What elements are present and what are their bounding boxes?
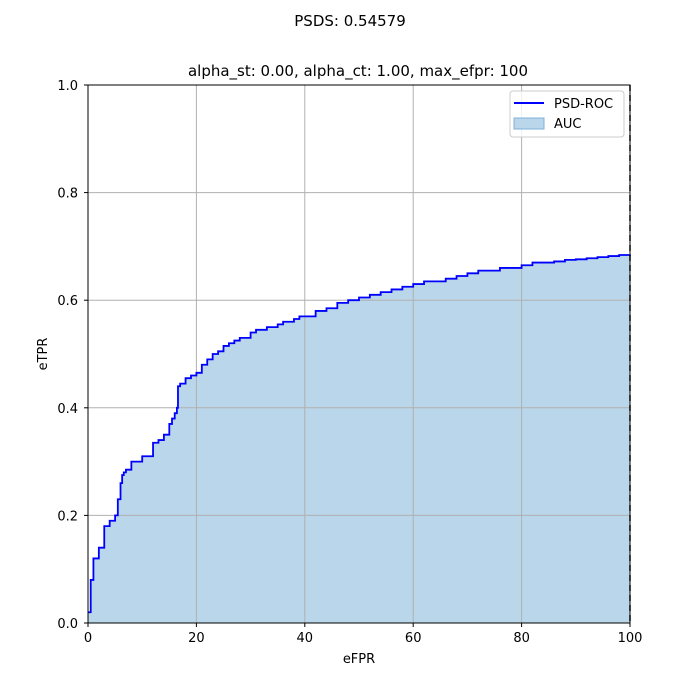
y-axis-label: eTPR: [36, 338, 51, 371]
x-tick-label: 100: [618, 631, 643, 646]
y-tick-label: 0.4: [57, 402, 78, 417]
x-axis-label: eFPR: [343, 652, 375, 667]
legend: PSD-ROC AUC: [509, 90, 625, 138]
legend-label-auc: AUC: [554, 117, 582, 132]
x-tick-label: 60: [405, 631, 422, 646]
x-tick-label: 0: [84, 631, 92, 646]
x-tick-label: 80: [513, 631, 530, 646]
legend-label-psd-roc: PSD-ROC: [554, 97, 613, 112]
auc-area: [88, 254, 630, 623]
y-axis: 0.0 0.2 0.4 0.6 0.8 1.0: [57, 79, 88, 632]
plot-area: [87, 84, 631, 624]
psd-roc-line: [88, 254, 631, 614]
chart-suptitle: PSDS: 0.54579: [294, 12, 406, 30]
y-tick-label: 1.0: [57, 79, 78, 94]
legend-area-swatch: [513, 117, 545, 130]
y-tick-label: 0.6: [57, 294, 78, 309]
x-tick-label: 40: [297, 631, 314, 646]
x-tick-label: 20: [188, 631, 205, 646]
plot-frame: [87, 84, 631, 624]
y-tick-label: 0.2: [57, 509, 78, 524]
x-axis: 0 20 40 60 80 100: [84, 623, 643, 646]
y-tick-label: 0.8: [57, 187, 78, 202]
y-tick-label: 0.0: [57, 617, 78, 632]
chart-title: alpha_st: 0.00, alpha_ct: 1.00, max_efpr…: [188, 62, 528, 81]
